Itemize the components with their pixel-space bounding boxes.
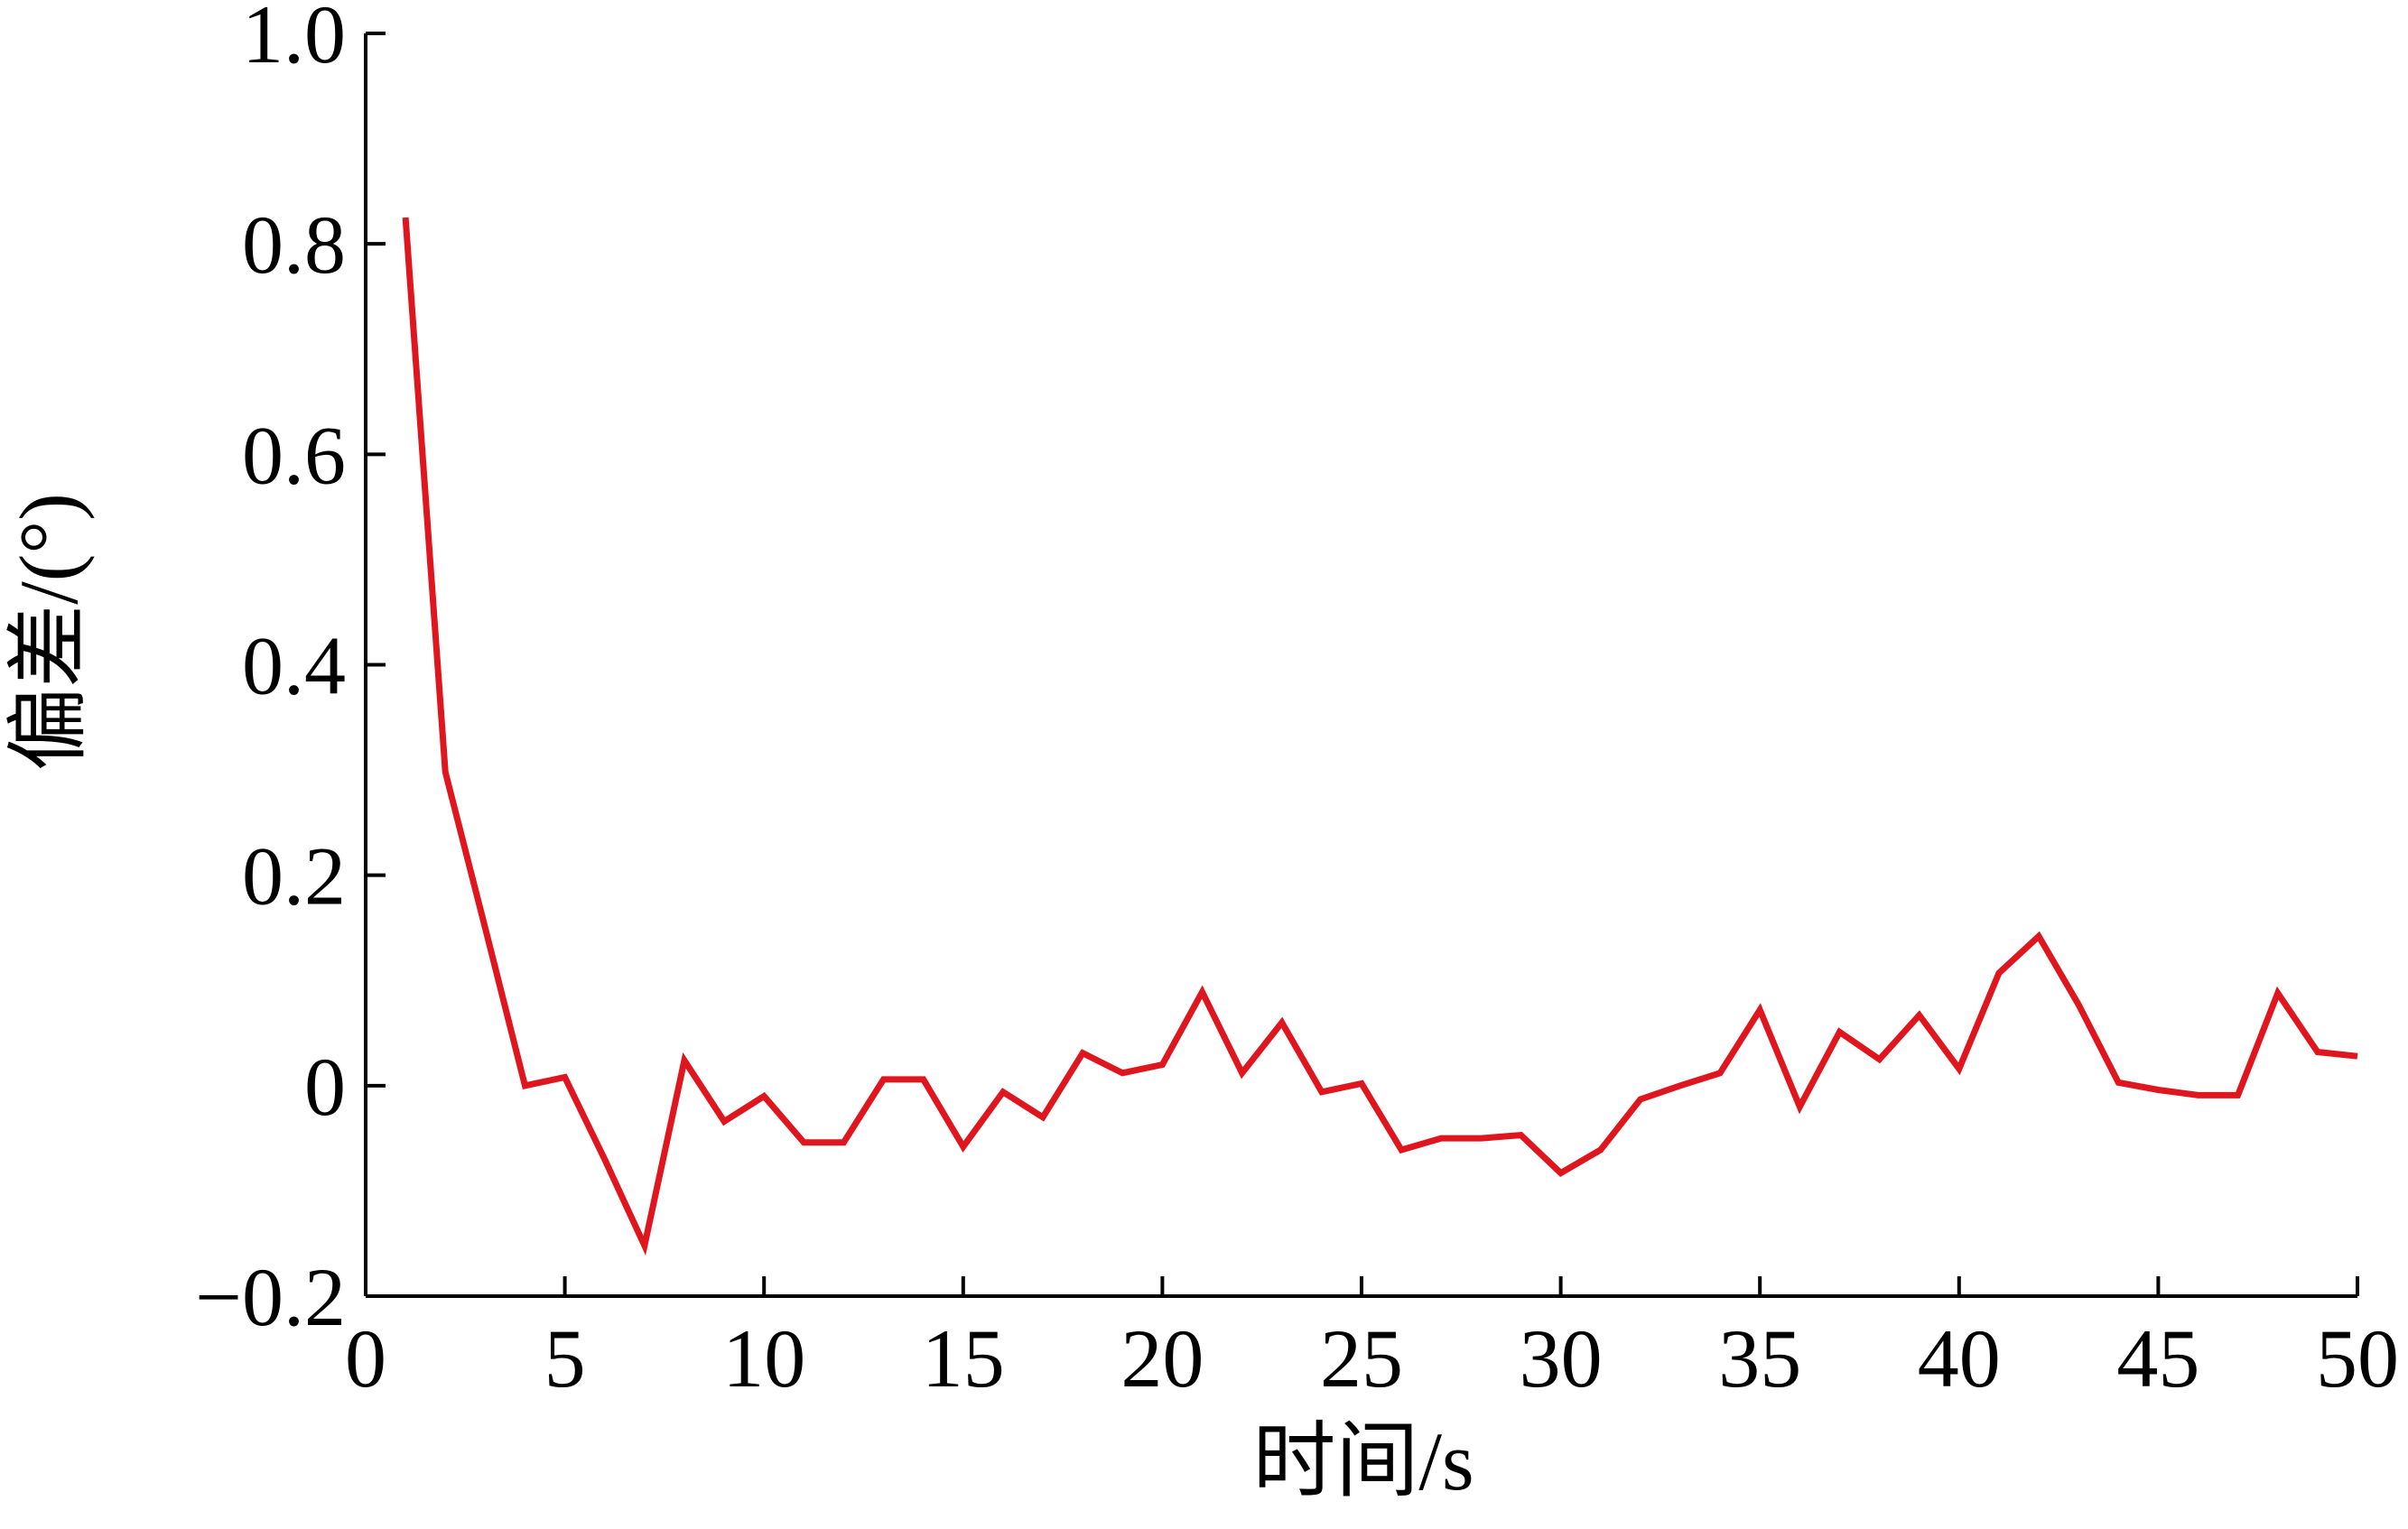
x-tick-label: 45 — [2116, 1312, 2199, 1404]
x-tick-label: 30 — [1520, 1312, 1603, 1404]
y-tick-label: 1.0 — [242, 0, 346, 80]
x-tick-label: 35 — [1718, 1312, 1801, 1404]
x-tick-label: 50 — [2316, 1312, 2399, 1404]
x-tick-label: 5 — [544, 1312, 586, 1404]
y-tick-label: 0.4 — [242, 620, 346, 712]
x-tick-label: 15 — [922, 1312, 1005, 1404]
y-axis-label: 偏差/(°) — [3, 493, 95, 771]
data-line — [402, 217, 2358, 1256]
x-tick-label: 40 — [1918, 1312, 2001, 1404]
x-axis-label: 时间/s — [1252, 1415, 1474, 1507]
x-tick-label: 25 — [1320, 1312, 1403, 1404]
y-tick-label: 0.6 — [242, 409, 346, 501]
y-tick-label: 0.2 — [242, 830, 346, 922]
y-tick-label: 0 — [304, 1041, 346, 1133]
y-tick-label: −0.2 — [195, 1251, 346, 1343]
y-tick-label: 0.8 — [242, 199, 346, 291]
x-tick-label: 10 — [722, 1312, 805, 1404]
x-tick-label: 0 — [345, 1312, 386, 1404]
x-tick-label: 20 — [1120, 1312, 1204, 1404]
